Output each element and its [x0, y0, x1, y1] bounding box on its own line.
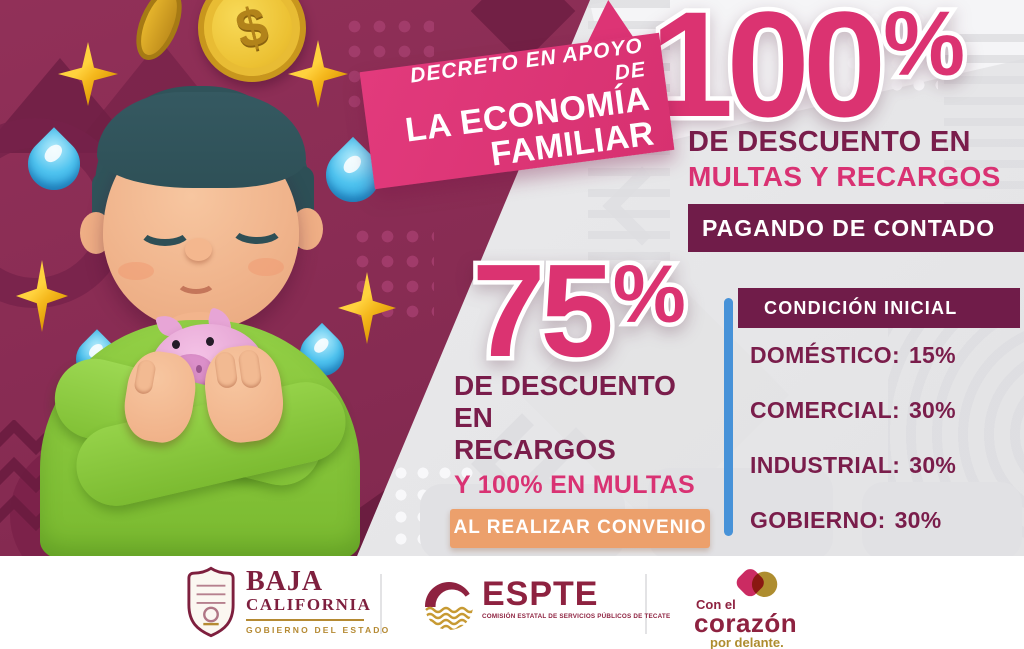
corazon-line3: por delante.	[710, 635, 784, 649]
cespte-logo: ESPTE COMISIÓN ESTATAL DE SERVICIOS PÚBL…	[424, 575, 671, 634]
background-shape	[862, 482, 1022, 560]
dot-pattern	[842, 8, 938, 92]
condition-label: GOBIERNO:	[750, 507, 886, 533]
smile	[175, 268, 217, 294]
cespte-tagline: COMISIÓN ESTATAL DE SERVICIOS PÚBLICOS D…	[482, 612, 671, 620]
offer-agreement-subtitle-1: DE DESCUENTO EN	[454, 369, 676, 433]
footer-divider	[645, 574, 647, 634]
offer-cash-block: 100% DE DESCUENTO EN MULTAS Y RECARGOS P…	[640, 0, 1024, 252]
discount-75-number: 75%	[468, 237, 691, 384]
percent-sign: %	[879, 0, 970, 95]
condition-label: INDUSTRIAL:	[750, 452, 901, 478]
discount-100-number: 100%	[645, 0, 970, 148]
conditions-list: DOMÉSTICO: 15% COMERCIAL: 30% INDUSTRIAL…	[750, 342, 1024, 533]
baja-california-logo: BAJA CALIFORNIA GOBIERNO DEL ESTADO	[186, 566, 390, 638]
offer-agreement-block: 75% DE DESCUENTO EN RECARGOS Y 100% EN M…	[448, 237, 722, 548]
agreement-badge: AL REALIZAR CONVENIO	[450, 508, 710, 548]
nose	[185, 238, 212, 261]
footer: BAJA CALIFORNIA GOBIERNO DEL ESTADO	[0, 556, 1024, 649]
piggy-eye	[172, 340, 180, 349]
percent-sign: %	[608, 249, 690, 340]
condition-value: 30%	[894, 507, 942, 533]
cheek-blush	[118, 262, 154, 280]
corazon-line1: Con el	[696, 597, 736, 612]
cash-payment-badge: PAGANDO DE CONTADO	[688, 204, 1024, 252]
offer-agreement-subtitle-3: Y 100% EN MULTAS	[454, 470, 695, 499]
condition-label: DOMÉSTICO:	[750, 342, 900, 368]
closed-eye	[230, 212, 284, 244]
peso-symbol: $	[230, 0, 274, 61]
heart-icon	[736, 569, 778, 597]
initial-conditions-panel: CONDICIÓN INICIAL DOMÉSTICO: 15% COMERCI…	[724, 288, 1024, 562]
condition-row: GOBIERNO: 30%	[750, 507, 1024, 533]
cheek-blush	[248, 258, 284, 276]
footer-divider	[380, 574, 382, 634]
baja-subtitle: GOBIERNO DEL ESTADO	[246, 624, 391, 635]
condition-label: COMERCIAL:	[750, 397, 900, 423]
closed-eye	[138, 214, 192, 246]
baja-name-line1: BAJA	[246, 566, 324, 598]
offer-agreement-subtitle-2: RECARGOS	[454, 433, 616, 465]
piggy-nostril	[196, 365, 202, 373]
baja-crest-icon	[187, 566, 235, 638]
condition-row: INDUSTRIAL: 30%	[750, 452, 1024, 478]
gold-rule	[246, 618, 364, 621]
cespte-name: ESPTE	[482, 575, 599, 613]
baja-name-line2: CALIFORNIA	[246, 594, 372, 614]
cespte-c-icon	[425, 582, 473, 630]
offer-cash-subtitle-2: MULTAS Y RECARGOS	[688, 161, 1001, 192]
corazon-logo: Con el corazón por delante.	[688, 564, 810, 649]
corazon-line2: corazón	[694, 608, 798, 638]
blue-accent-bar	[724, 298, 733, 536]
offer-cash-subtitle-1: DE DESCUENTO EN	[688, 126, 971, 158]
stripe-pattern	[944, 34, 1024, 214]
condition-row: DOMÉSTICO: 15%	[750, 342, 1024, 368]
piggy-eye	[206, 337, 214, 346]
condition-value: 15%	[908, 342, 956, 368]
condition-value: 30%	[908, 397, 956, 423]
conditions-title: CONDICIÓN INICIAL	[738, 288, 1020, 328]
hair-fringe	[97, 92, 306, 188]
coin-icon: $	[186, 0, 318, 94]
condition-row: COMERCIAL: 30%	[750, 397, 1024, 423]
condition-value: 30%	[909, 452, 957, 478]
